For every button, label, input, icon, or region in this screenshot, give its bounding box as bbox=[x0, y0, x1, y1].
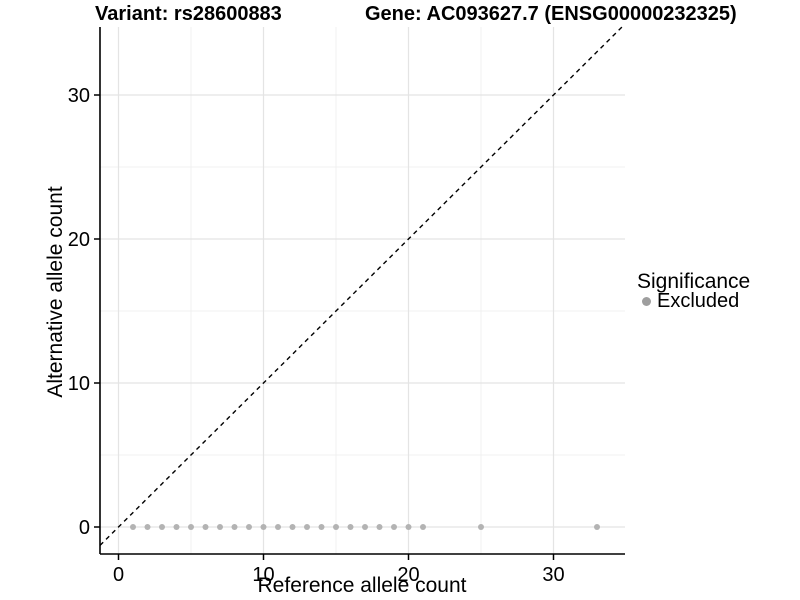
data-point bbox=[318, 524, 325, 530]
legend-title: Significance bbox=[637, 270, 751, 293]
x-axis-title: Reference allele count bbox=[258, 574, 467, 597]
data-point bbox=[246, 524, 252, 530]
data-point bbox=[391, 524, 397, 530]
data-point bbox=[420, 524, 426, 530]
data-point bbox=[362, 524, 368, 530]
data-point bbox=[376, 524, 383, 530]
data-point bbox=[594, 524, 600, 530]
data-point bbox=[202, 524, 209, 530]
data-point bbox=[304, 524, 310, 530]
data-point bbox=[347, 524, 354, 530]
data-point bbox=[478, 524, 484, 530]
data-point bbox=[231, 524, 238, 530]
legend-item-label: Excluded bbox=[657, 289, 740, 312]
excluded-point-icon bbox=[642, 296, 651, 306]
y-tick-label: 30 bbox=[68, 85, 90, 107]
y-tick-label: 20 bbox=[68, 229, 90, 251]
x-tick-label: 30 bbox=[542, 564, 564, 586]
x-tick-label: 10 bbox=[252, 564, 274, 586]
y-tick-label: 10 bbox=[68, 373, 90, 395]
data-point bbox=[260, 524, 267, 530]
data-point bbox=[333, 524, 339, 530]
data-point bbox=[173, 524, 180, 530]
y-tick-label: 0 bbox=[79, 517, 90, 539]
gene-title: Gene: AC093627.7 (ENSG00000232325) bbox=[365, 3, 737, 25]
identity-line bbox=[99, 26, 623, 546]
legend-item-excluded: Excluded bbox=[637, 289, 750, 312]
data-point bbox=[217, 524, 223, 530]
data-point bbox=[159, 524, 165, 530]
data-point bbox=[289, 524, 296, 530]
y-axis-title: Alternative allele count bbox=[44, 186, 67, 397]
x-tick-label: 20 bbox=[397, 564, 419, 586]
legend: Significance Excluded bbox=[637, 270, 751, 312]
data-point bbox=[405, 524, 412, 530]
data-point bbox=[144, 524, 151, 530]
data-point bbox=[188, 524, 194, 530]
data-point bbox=[275, 524, 281, 530]
x-tick-label: 0 bbox=[113, 564, 124, 586]
data-point bbox=[130, 524, 136, 530]
variant-title: Variant: rs28600883 bbox=[95, 3, 282, 25]
